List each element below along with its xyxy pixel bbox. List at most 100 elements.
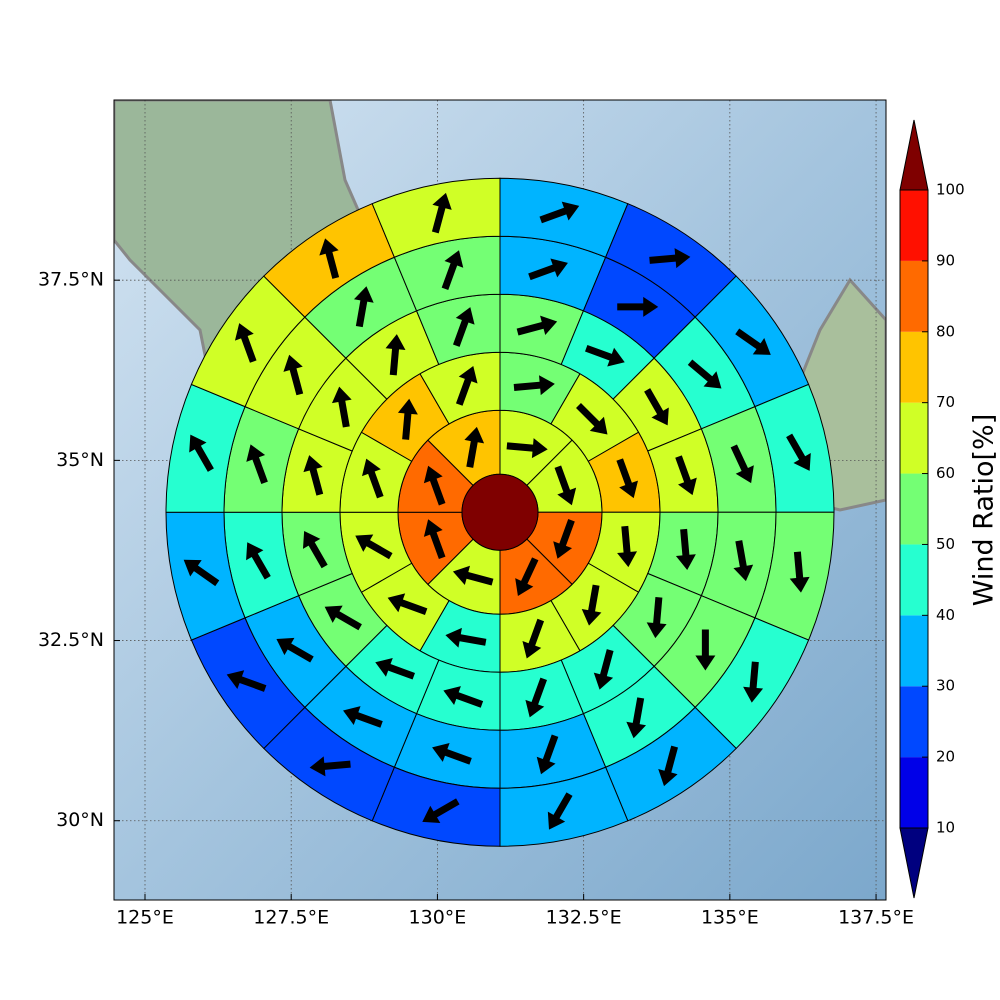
wind-arrow [445, 627, 487, 648]
wind-arrow [554, 465, 577, 506]
wind-arrow [513, 375, 555, 396]
wind-arrow [455, 365, 478, 406]
wind-arrow [443, 686, 484, 708]
wind-arrow [525, 677, 548, 718]
wind-arrow [536, 734, 559, 775]
x-tick-label: 135°E [701, 907, 759, 929]
wind-arrow [730, 444, 754, 484]
wind-arrow [675, 528, 696, 571]
colorbar-tick-label: 70 [936, 393, 955, 411]
wind-arrow [675, 455, 697, 496]
wind-arrow [283, 354, 304, 396]
arrows [183, 192, 811, 830]
colorbar-segment [900, 190, 928, 261]
y-tick-label: 32.5°N [38, 629, 104, 651]
wind-arrow [319, 238, 340, 279]
colorbar-segment [900, 402, 928, 474]
wind-arrow [733, 540, 754, 582]
colorbar-segment [900, 686, 928, 758]
wind-arrow [695, 629, 716, 671]
wind-arrow [735, 328, 771, 355]
colorbar-frame [899, 189, 929, 829]
wind-arrow [539, 201, 580, 224]
ticks: 125°E 127.5°E 130°E 132.5°E 135°E 137.5°E 30°N… [38, 269, 914, 929]
wind-arrow [658, 745, 679, 787]
colorbar-tick-label: 100 [936, 181, 965, 199]
x-tick-label: 125°E [116, 907, 174, 929]
colorbar-tick-label: 80 [936, 322, 955, 340]
colorbar-tick-label: 10 [936, 819, 955, 837]
x-tick-label: 137.5°E [838, 907, 914, 929]
center-circle [461, 473, 539, 551]
wind-arrow [422, 798, 460, 824]
colorbar: 10 20 30 40 50 60 70 80 90 100 [899, 119, 965, 899]
x-tick-label: 130°E [409, 907, 467, 929]
wind-arrow [324, 605, 362, 631]
wind-arrow [515, 557, 539, 596]
wind-arrow [553, 519, 575, 559]
y-tick-label: 37.5°N [38, 269, 104, 291]
colorbar-tick-label: 50 [936, 535, 955, 553]
wind-arrow [581, 584, 602, 626]
wind-arrow [375, 657, 415, 680]
colorbar-tick-label: 20 [936, 748, 955, 766]
sectors [165, 177, 835, 847]
wind-arrow [644, 388, 669, 426]
x-tick-label: 127.5°E [253, 907, 329, 929]
colorbar-segment [900, 757, 928, 828]
wind-arrow [617, 525, 638, 568]
wind-arrow [617, 296, 659, 317]
colorbar-tick-label: 40 [936, 606, 955, 624]
wind-arrow [331, 386, 352, 428]
wind-arrow [522, 618, 545, 659]
colorbar-tick-label: 60 [936, 464, 955, 482]
wind-arrow [786, 433, 811, 471]
wind-arrow [441, 250, 464, 290]
colorbar-segment [900, 331, 928, 403]
colorbar-label: Wind Ratio[%] [969, 414, 1000, 606]
wind-arrow [226, 670, 267, 692]
wind-arrow [506, 438, 548, 459]
wind-arrow [397, 398, 418, 440]
wind-arrow [431, 192, 452, 234]
wind-arrow [547, 792, 573, 830]
wind-arrow [189, 434, 214, 472]
plot-frame [113, 99, 887, 901]
wind-arrow [743, 661, 764, 703]
wind-arrow [789, 551, 810, 593]
wind-arrow [183, 559, 220, 587]
wind-arrow [423, 519, 446, 560]
wind-arrow [452, 565, 494, 586]
wind-arrow [309, 756, 351, 777]
colorbar-segment [900, 473, 928, 545]
wind-arrow [687, 359, 722, 389]
wind-arrow [646, 597, 667, 639]
wind-arrow [649, 248, 691, 269]
y-tick-label: 30°N [56, 809, 104, 831]
wind-arrow [234, 323, 257, 363]
colorbar-segment [900, 544, 928, 616]
wind-arrow [246, 542, 271, 580]
colorbar-tick-label: 30 [936, 677, 955, 695]
wind-arrow [616, 458, 638, 499]
wind-arrow [355, 534, 393, 560]
wind-arrow [576, 403, 608, 435]
colorbar-tick-label: 90 [936, 251, 955, 269]
wind-arrow [452, 307, 475, 347]
wind-arrow [303, 455, 324, 496]
wind-arrow [464, 426, 485, 468]
wind-arrow [593, 649, 614, 690]
wind-arrow [626, 697, 647, 739]
wind-arrow [362, 458, 384, 499]
wind-arrow [528, 258, 568, 281]
colorbar-over [899, 119, 929, 191]
wind-arrow [423, 465, 446, 506]
y-tick-label: 35°N [56, 449, 104, 471]
wind-arrow [276, 637, 314, 663]
wind-arrow [432, 743, 472, 765]
colorbar-segment [900, 615, 928, 687]
wind-arrow [353, 286, 374, 328]
wind-arrow [343, 706, 383, 728]
wind-arrow [302, 530, 328, 569]
